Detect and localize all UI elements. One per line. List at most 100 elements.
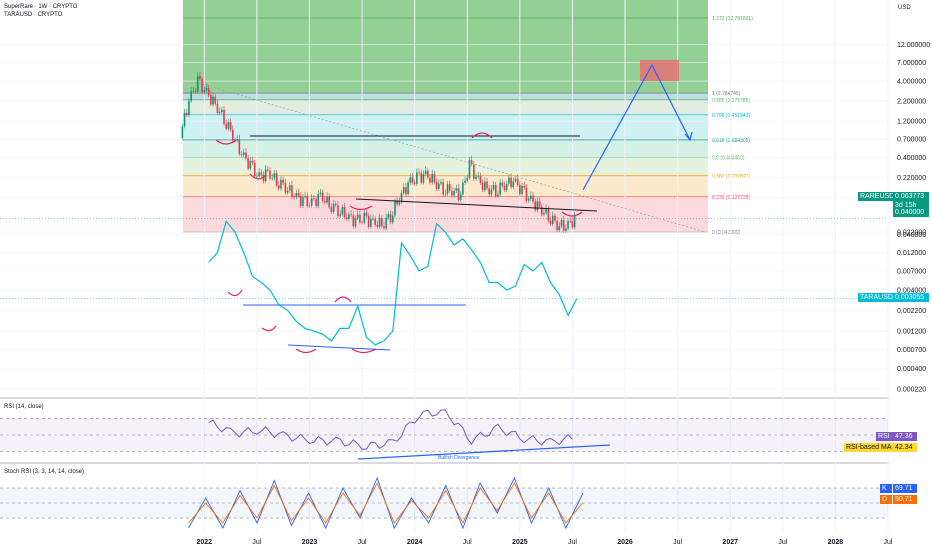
rare-candle-body: [536, 201, 539, 211]
rare-candle-body: [400, 192, 403, 203]
time-axis-label: Jul: [463, 539, 472, 546]
rare-candle-body: [262, 174, 265, 182]
fib-retracement[interactable]: 1.272 (12.791831)1 (2.784745)0.886 (2.27…: [183, 0, 753, 236]
rare-candle-body: [188, 100, 190, 116]
rare-candle-body: [451, 190, 453, 196]
rare-candle-body: [380, 217, 383, 227]
rare-candle-body: [253, 162, 256, 177]
rare-candle-body: [475, 176, 477, 179]
rare-candle-body: [194, 90, 197, 92]
fib-band: [183, 157, 708, 176]
rare-candle-body: [345, 217, 348, 219]
rare-candle-body: [324, 200, 326, 203]
rare-candle-body: [435, 182, 438, 189]
rare-candle-body: [348, 214, 350, 219]
price-axis-label: 1.200000: [897, 119, 926, 126]
rare-candle-body: [321, 192, 324, 201]
rare-candle-body: [455, 188, 458, 191]
rare-candle-body: [409, 177, 412, 183]
rare-candle-body: [573, 214, 576, 228]
rare-candle-body: [571, 221, 574, 228]
rare-candle-body: [479, 176, 482, 183]
rare-candle-body: [286, 190, 289, 193]
price-axis-label: 0.700000: [897, 137, 926, 144]
pattern-arc: [295, 348, 317, 354]
price-axis-label: 0.001200: [897, 329, 926, 336]
rare-candle-body: [212, 96, 214, 105]
time-axis-label: 2024: [407, 539, 423, 546]
rare-candle-body: [440, 182, 442, 184]
rare-candle-body: [453, 190, 455, 196]
rare-candle-body: [464, 180, 466, 183]
rare-candle-body: [545, 208, 547, 213]
pattern-arc: [249, 173, 267, 180]
rare-candle-body: [473, 164, 475, 179]
rare-candle-body: [525, 187, 528, 201]
pattern-arc: [349, 205, 373, 211]
target-zone: [640, 60, 679, 81]
time-axis[interactable]: 2022 Jul 2023 Jul 2024 Jul 2025 Jul 2026 Jul 2027 J…: [197, 539, 893, 546]
price-axis-label: 4.000000: [897, 79, 926, 86]
rare-candle-body: [337, 205, 339, 216]
rare-candle-body: [521, 185, 523, 194]
rare-candle-body: [271, 178, 274, 179]
rsi-pane[interactable]: Bullish Divergence60.0040.00: [0, 409, 915, 461]
rare-candle-body: [446, 184, 449, 194]
rare-candle-body: [385, 217, 387, 229]
rare-candle-body: [569, 221, 572, 222]
rare-candle-body: [225, 123, 228, 129]
rare-candle-body: [282, 179, 284, 184]
rare-candle-body: [429, 177, 431, 183]
chart-title: SuperRare · 1W · CRYPTO: [4, 4, 78, 10]
price-axis-label: 0.004000: [897, 288, 926, 295]
rare-candle-body: [433, 174, 436, 183]
fib-band: [183, 99, 708, 115]
price-axis-label: 0.007000: [897, 269, 926, 276]
rare-countdown-tag: 3d 15h: [893, 201, 929, 210]
rare-candle-body: [437, 183, 440, 189]
divergence-annotation: Bullish Divergence: [438, 455, 480, 461]
fib-level-label: 1 (2.784745): [712, 91, 741, 97]
time-axis-label: Jul: [358, 539, 367, 546]
price-pane[interactable]: [0, 60, 888, 233]
rare-candle-body: [510, 177, 512, 188]
tara-price-tag: 0.003055: [893, 293, 929, 302]
rare-candle-body: [477, 176, 480, 177]
tara-pane[interactable]: [0, 220, 888, 354]
time-axis-label: Jul: [568, 539, 577, 546]
rare-candle-body: [503, 185, 506, 191]
tara-symbol-tag: TARAUSD: [858, 293, 894, 302]
fib-band: [183, 0, 708, 94]
rare-candle-body: [251, 160, 254, 163]
rare-candle-body: [486, 181, 488, 189]
price-axis[interactable]: 12.000000 7.000000 4.000000 2.200000 1.20000…: [889, 0, 932, 533]
rare-candle-body: [352, 215, 355, 227]
rare-candle-body: [295, 193, 298, 198]
rare-candle-body: [547, 208, 550, 221]
price-axis-label: 0.012000: [897, 250, 926, 257]
time-axis-label: 2025: [512, 539, 528, 546]
rare-candle-body: [420, 172, 423, 183]
rare-candle-body: [407, 182, 409, 195]
time-axis-label: Jul: [884, 539, 893, 546]
rare-candle-body: [361, 222, 363, 223]
time-axis-label: 2023: [302, 539, 318, 546]
rare-candle-body: [457, 188, 460, 201]
rsi-ma-value-tag: 42.34: [893, 443, 917, 452]
rare-candle-body: [508, 177, 510, 184]
rare-candle-body: [405, 187, 407, 195]
rare-candle-body: [192, 90, 195, 92]
rare-candle-body: [227, 122, 230, 129]
rare-candle-body: [389, 214, 392, 223]
rare-candle-body: [468, 160, 471, 179]
rare-candle-body: [291, 185, 293, 198]
rare-candle-body: [299, 195, 302, 206]
rare-candle-body: [481, 182, 484, 191]
rare-candle-body: [519, 185, 521, 194]
rare-candle-body: [505, 183, 508, 191]
stoch-pane[interactable]: 80.0040.000.00: [0, 476, 915, 533]
rare-candle-body: [551, 215, 554, 225]
rare-candle-body: [424, 170, 427, 175]
rare-candle-body: [422, 174, 425, 183]
